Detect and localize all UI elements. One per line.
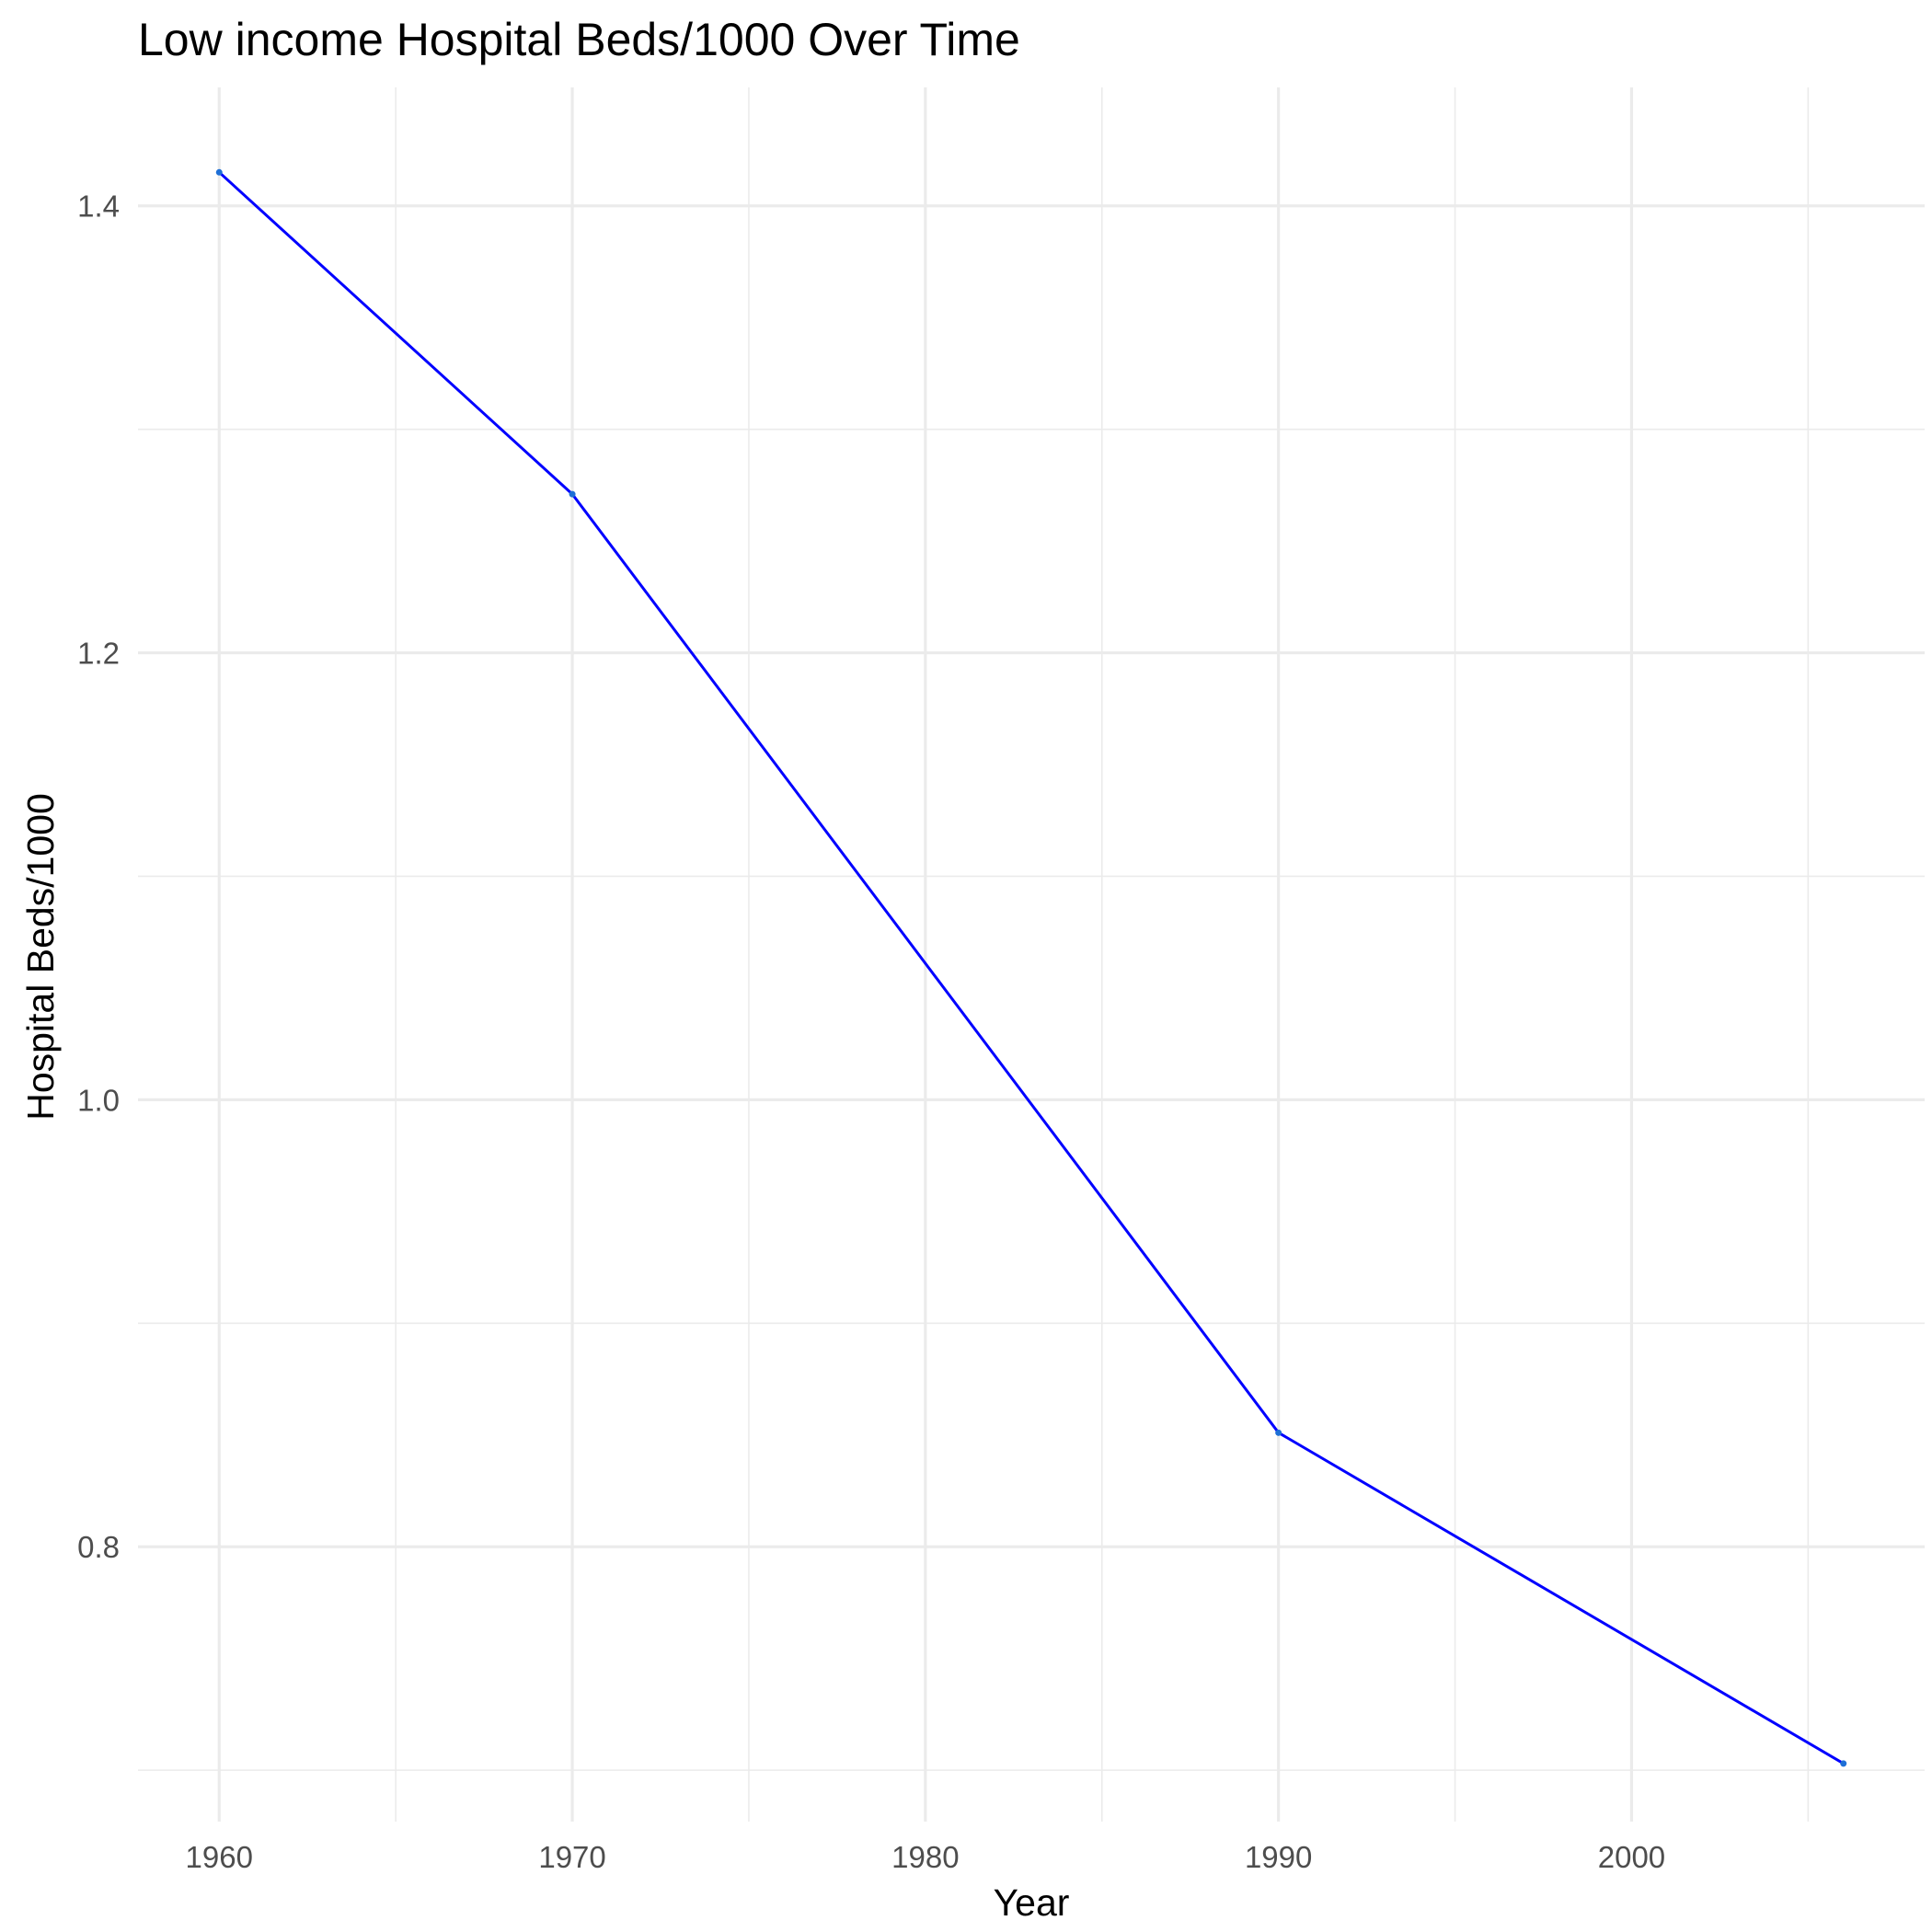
data-point [569, 490, 576, 498]
y-tick-label: 1.0 [77, 1083, 120, 1117]
y-tick-label: 1.2 [77, 637, 120, 671]
data-point [1840, 1760, 1847, 1767]
x-tick-label: 2000 [1598, 1840, 1665, 1874]
chart-title: Low income Hospital Beds/1000 Over Time [138, 14, 1020, 65]
y-tick-label: 0.8 [77, 1530, 120, 1564]
series-line [218, 171, 1845, 1765]
y-axis-title: Hospital Beds/1000 [19, 793, 62, 1121]
y-tick-label: 1.4 [77, 190, 120, 224]
x-tick-label: 1970 [538, 1840, 605, 1874]
x-tick-label: 1960 [186, 1840, 253, 1874]
x-tick-label: 1990 [1245, 1840, 1312, 1874]
x-axis-title: Year [994, 1881, 1070, 1924]
tick-labels: 1960 1970 1980 1990 2000 0.8 1.0 1.2 1.4 [77, 190, 1665, 1874]
data-point [1275, 1429, 1282, 1436]
x-tick-label: 1980 [891, 1840, 959, 1874]
data-series [215, 168, 1847, 1767]
grid-lines [138, 87, 1925, 1822]
data-point [215, 168, 223, 176]
